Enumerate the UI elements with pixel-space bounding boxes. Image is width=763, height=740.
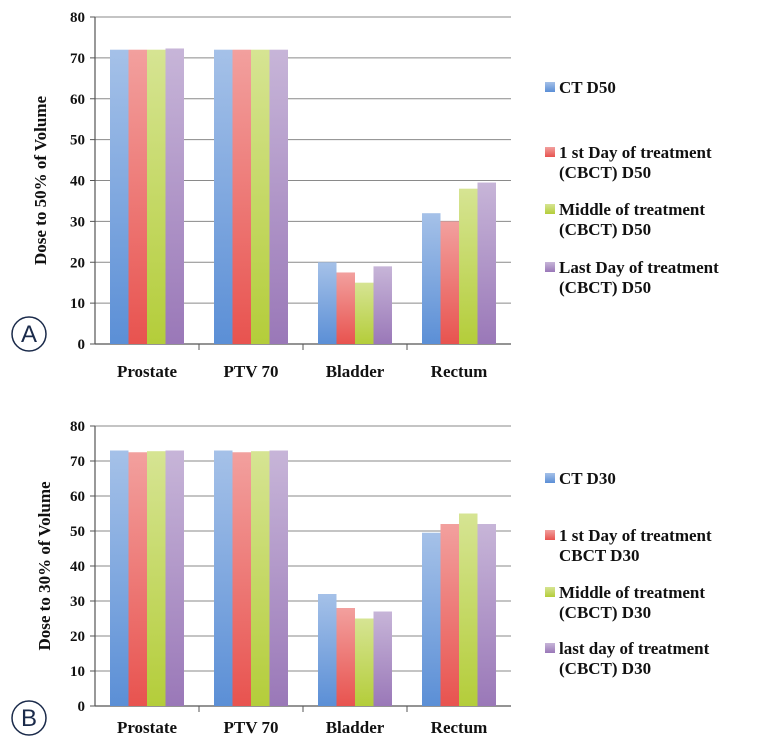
legend-swatch [545,204,555,214]
legend-swatch [545,643,555,653]
y-tick-label: 50 [70,133,85,149]
legend-label: 1 st Day of treatment [559,143,712,162]
chart-panel-b: 0 10 20 30 40 50 60 70 80 Prostate PTV 70 Bladder Re… [11,419,712,737]
legend-label: (CBCT) D50 [559,278,651,297]
chart-panel-a: 0 10 20 30 40 50 60 70 80 Prostate PTV 70 Bladder Re… [11,10,719,381]
y-tick-label: 80 [70,419,85,435]
x-category-label: Prostate [117,718,178,737]
y-tick-label: 60 [70,92,85,108]
y-tick-label: 70 [70,454,85,470]
legend-label: (CBCT) D50 [559,163,651,182]
bar-rectum-series-3 [459,513,478,706]
bar-bladder-series-3 [355,618,374,706]
y-tick-label: 70 [70,51,85,67]
bar-rectum-series-2 [440,221,459,344]
legend-swatch [545,530,555,540]
x-category-label: Bladder [326,362,385,381]
y-tick-label: 20 [70,629,85,645]
legend-swatch [545,262,555,272]
y-axis-label: Dose to 50% of Volume [31,96,50,266]
legend-label: Middle of treatment [559,583,705,602]
bar-ptv-70-series-1 [214,450,233,706]
legend-label: CBCT D30 [559,546,639,565]
bar-rectum-series-4 [477,182,496,344]
y-tick-label: 20 [70,255,85,271]
panel-letter-circle [11,700,47,736]
bar-rectum-series-4 [477,524,496,706]
y-tick-label: 60 [70,489,85,505]
legend-label: Last Day of treatment [559,258,719,277]
y-axis-label: Dose to 30% of Volume [35,481,54,651]
legend-swatch [545,82,555,92]
y-tick-label: 80 [70,10,85,26]
bar-ptv-70-series-3 [251,451,270,706]
bar-prostate-series-2 [128,49,147,344]
legend-swatch [545,587,555,597]
bar-ptv-70-series-4 [269,450,288,706]
bar-ptv-70-series-2 [232,452,251,706]
panel-letter: B [21,705,37,732]
x-category-label: PTV 70 [224,718,279,737]
legend-label: last day of treatment [559,639,710,658]
bar-prostate-series-1 [110,450,129,706]
legend-swatch [545,473,555,483]
legend-label: (CBCT) D30 [559,659,651,678]
legend-label: 1 st Day of treatment [559,526,712,545]
legend-label: CT D50 [559,78,616,97]
bar-ptv-70-series-3 [251,49,270,344]
bar-bladder-series-2 [336,608,355,706]
legend-label: (CBCT) D30 [559,603,651,622]
legend-label: CT D30 [559,469,616,488]
x-category-label: Rectum [431,718,488,737]
y-tick-label: 10 [70,296,85,312]
y-tick-label: 40 [70,559,85,575]
bar-ptv-70-series-4 [269,49,288,344]
bar-prostate-series-3 [147,451,166,706]
bar-prostate-series-4 [165,450,184,706]
bar-prostate-series-2 [128,452,147,706]
bar-rectum-series-1 [422,213,441,344]
bar-prostate-series-4 [165,48,184,344]
y-tick-label: 10 [70,664,85,680]
y-tick-label: 30 [70,214,85,230]
y-tick-label: 30 [70,594,85,610]
x-category-label: Prostate [117,362,178,381]
bar-bladder-series-4 [373,611,392,706]
x-category-label: PTV 70 [224,362,279,381]
legend-swatch [545,147,555,157]
y-tick-label: 50 [70,524,85,540]
bar-bladder-series-1 [318,262,337,344]
y-tick-label: 0 [78,699,86,715]
bar-ptv-70-series-2 [232,49,251,344]
bar-rectum-series-1 [422,532,441,706]
bar-bladder-series-3 [355,282,374,344]
bar-bladder-series-4 [373,266,392,344]
y-tick-label: 0 [78,337,86,353]
bar-bladder-series-1 [318,594,337,706]
legend-label: Middle of treatment [559,200,705,219]
bar-rectum-series-3 [459,188,478,344]
panel-letter: A [21,321,37,348]
bar-rectum-series-2 [440,524,459,706]
panel-letter-circle [11,316,47,352]
x-category-label: Rectum [431,362,488,381]
bar-ptv-70-series-1 [214,49,233,344]
x-category-label: Bladder [326,718,385,737]
bar-prostate-series-3 [147,49,166,344]
y-tick-label: 40 [70,174,85,190]
bar-prostate-series-1 [110,49,129,344]
bar-bladder-series-2 [336,272,355,344]
legend-label: (CBCT) D50 [559,220,651,239]
